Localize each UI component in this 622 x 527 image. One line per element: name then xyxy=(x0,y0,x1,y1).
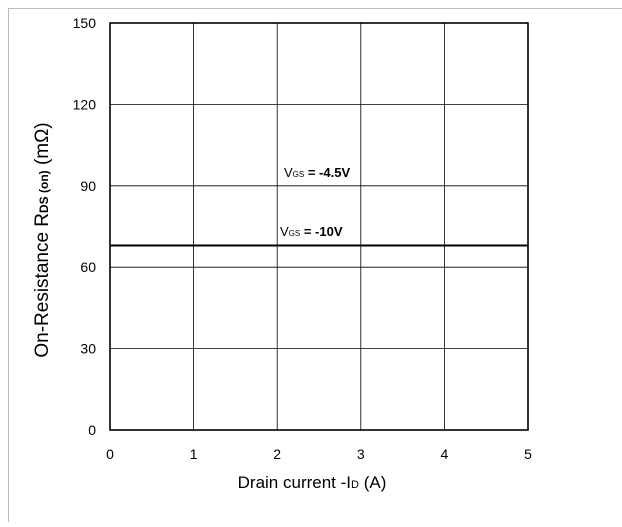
y-tick-label: 30 xyxy=(80,341,96,357)
x-tick-label: 4 xyxy=(441,446,449,462)
x-tick-label: 2 xyxy=(273,446,281,462)
y-tick-label: 0 xyxy=(88,422,96,438)
y-axis-title: On-Resistance RDS (on) (mΩ) xyxy=(32,122,53,357)
series-labels: VGS = -4.5V VGS = -10V xyxy=(280,165,350,239)
series-label: VGS = -10V xyxy=(280,224,343,239)
y-tick-labels: 0 30 60 90 120 150 xyxy=(73,15,97,438)
y-tick-label: 60 xyxy=(80,259,96,275)
y-tick-label: 90 xyxy=(80,178,96,194)
y-tick-label: 120 xyxy=(73,96,97,112)
x-tick-label: 1 xyxy=(190,446,198,462)
figure-border xyxy=(9,9,622,523)
series-label: VGS = -4.5V xyxy=(284,165,350,180)
x-tick-label: 5 xyxy=(524,446,532,462)
x-tick-label: 3 xyxy=(357,446,365,462)
x-axis-title: Drain current -ID (A) xyxy=(238,473,387,492)
y-tick-label: 150 xyxy=(73,15,97,31)
x-tick-label: 0 xyxy=(106,446,114,462)
x-tick-labels: 0 1 2 3 4 5 xyxy=(106,446,532,462)
